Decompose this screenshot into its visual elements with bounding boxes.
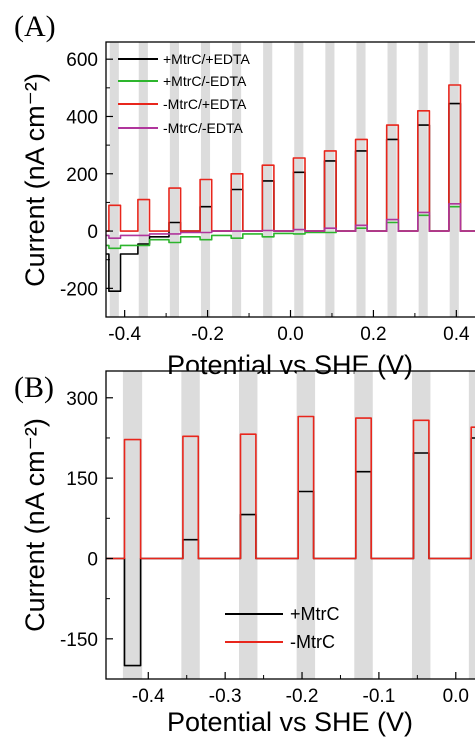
x-tick-label: -0.3	[209, 686, 242, 707]
y-tick-label: 200	[66, 165, 98, 186]
x-tick-label: -0.4	[132, 686, 165, 707]
light-band	[354, 371, 373, 679]
y-tick-label: 600	[66, 50, 98, 71]
light-band	[232, 42, 242, 317]
x-tick-label: 0.0	[277, 324, 303, 345]
panel-b-legend: +MtrC -MtrC	[225, 604, 340, 652]
y-tick-label: 300	[66, 389, 98, 410]
plot-frame	[105, 370, 475, 680]
light-band	[181, 371, 200, 679]
light-band	[294, 42, 304, 317]
plot-frame	[105, 41, 475, 318]
y-tick-label: 0	[87, 549, 98, 570]
panel-b-ticks: -0.4 -0.3 -0.2 -0.1 0.0 -150 0 150 300	[60, 389, 469, 707]
x-tick-label: 0.4	[443, 324, 470, 345]
panel-a: (A) -0.4 -0.2 0.0 0.2 0.4 -200 0 200 400 600 +Mtr…	[14, 10, 475, 380]
panel-b-y-axis-title: Current (nA cm⁻²)	[20, 418, 50, 632]
series-line-minus-mtrc	[106, 415, 475, 560]
light-band	[238, 371, 258, 679]
panel-a-x-axis-title: Potential vs SHE (V)	[167, 350, 413, 380]
panel-b-x-axis-title: Potential vs SHE (V)	[167, 707, 413, 737]
panel-a-legend: +MtrC/+EDTA +MtrC/-EDTA -MtrC/+EDTA -Mtr…	[118, 51, 251, 136]
light-band	[122, 371, 143, 679]
x-tick-label: -0.4	[108, 324, 141, 345]
x-tick-label: 0.2	[360, 324, 386, 345]
legend-label-minus-mtrc: -MtrC	[290, 632, 335, 652]
light-band	[387, 42, 397, 317]
light-band	[411, 371, 431, 679]
series-line-minus-mtrc-minus-edta	[106, 203, 475, 239]
legend-label-plus-mtrc-minus-edta: +MtrC/-EDTA	[163, 73, 247, 89]
light-band	[449, 42, 459, 317]
panel-a-ticks: -0.4 -0.2 0.0 0.2 0.4 -200 0 200 400 600	[60, 50, 470, 345]
light-band	[169, 42, 179, 317]
light-band	[138, 42, 148, 317]
legend-label-plus-mtrc: +MtrC	[290, 604, 340, 624]
panel-b: (B) -0.4 -0.3 -0.2 -0.1 0.0 -150 0 150 300 +MtrC…	[14, 370, 475, 737]
light-band	[418, 42, 428, 317]
y-tick-label: -150	[60, 630, 98, 651]
legend-label-plus-mtrc-plus-edta: +MtrC/+EDTA	[163, 51, 251, 67]
x-tick-label: -0.1	[363, 686, 396, 707]
x-tick-label: -0.2	[191, 324, 224, 345]
panel-a-label: (A)	[14, 10, 56, 43]
panel-a-frame	[105, 41, 475, 318]
panel-a-series	[106, 84, 475, 292]
light-band	[109, 42, 119, 317]
y-tick-label: 400	[66, 107, 98, 128]
panel-b-series	[106, 415, 475, 667]
light-band	[296, 371, 316, 679]
light-band	[263, 42, 273, 317]
panel-b-label: (B)	[14, 371, 54, 404]
y-tick-label: -200	[60, 279, 98, 300]
panel-a-y-axis-title: Current (nA cm⁻²)	[20, 73, 50, 287]
y-tick-label: 150	[66, 469, 98, 490]
y-tick-label: 0	[87, 222, 98, 243]
legend-label-minus-mtrc-plus-edta: -MtrC/+EDTA	[163, 96, 247, 112]
light-band	[356, 42, 366, 317]
x-tick-label: 0.0	[443, 686, 469, 707]
legend-label-minus-mtrc-minus-edta: -MtrC/-EDTA	[163, 120, 243, 136]
x-tick-label: -0.2	[286, 686, 319, 707]
panel-b-frame	[105, 370, 475, 680]
light-band	[325, 42, 335, 317]
